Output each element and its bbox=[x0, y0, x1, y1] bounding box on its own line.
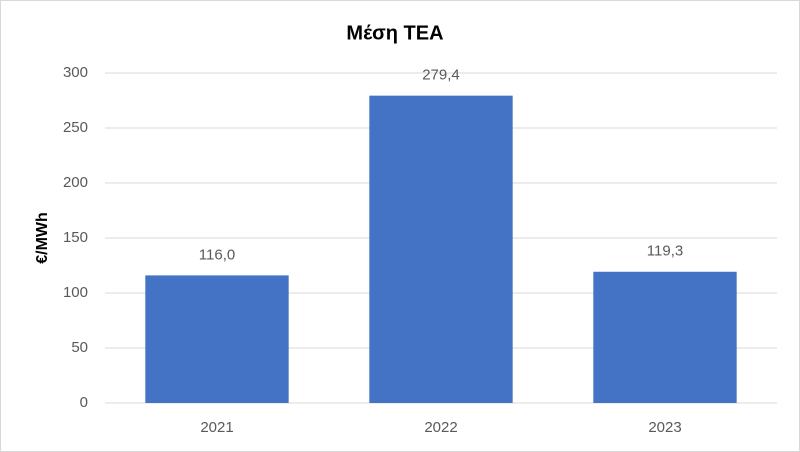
value-label: 116,0 bbox=[199, 246, 235, 263]
chart-title: Μέση ΤΕΑ bbox=[346, 22, 443, 44]
value-label: 279,4 bbox=[422, 67, 460, 84]
y-tick-label: 250 bbox=[63, 119, 88, 136]
y-tick-label: 150 bbox=[63, 229, 88, 246]
value-label: 119,3 bbox=[647, 243, 683, 260]
x-tick-label: 2021 bbox=[200, 419, 233, 436]
y-tick-label: 0 bbox=[80, 394, 88, 411]
x-tick-label: 2023 bbox=[648, 419, 681, 436]
y-tick-label: 50 bbox=[71, 339, 88, 356]
y-axis-label: €/MWh bbox=[34, 212, 51, 264]
bar bbox=[593, 271, 737, 403]
y-tick-label: 100 bbox=[63, 284, 88, 301]
x-tick-label: 2022 bbox=[424, 419, 457, 436]
y-tick-label: 200 bbox=[63, 174, 88, 191]
bar bbox=[369, 95, 513, 403]
bar bbox=[145, 275, 289, 403]
y-tick-label: 300 bbox=[63, 64, 88, 81]
